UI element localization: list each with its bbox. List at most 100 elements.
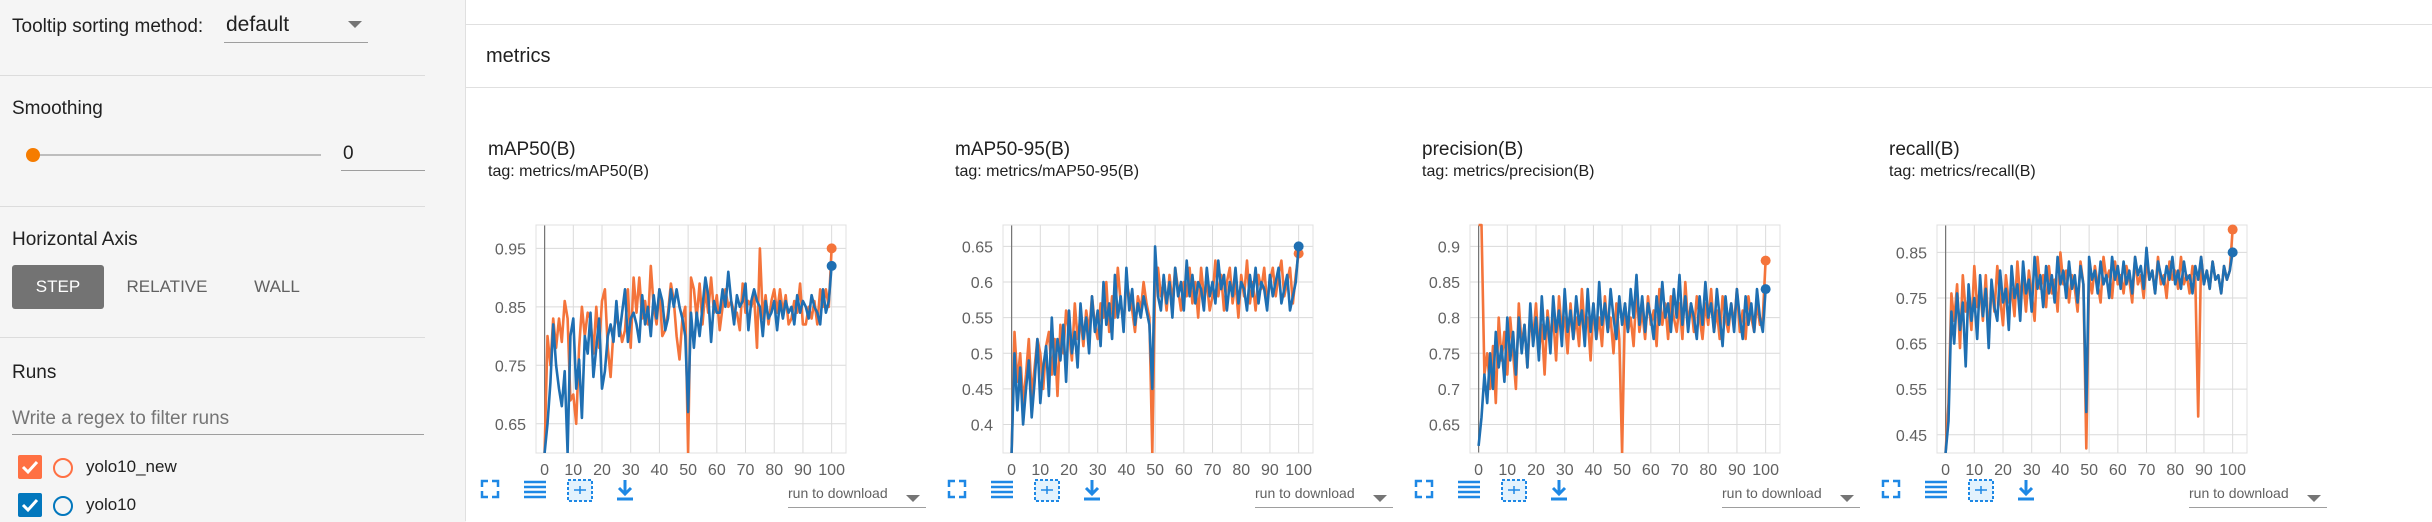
fullscreen-icon[interactable] [945, 477, 975, 507]
x-tick-label: 10 [1031, 462, 1049, 475]
download-icon[interactable] [1079, 477, 1109, 507]
fullscreen-icon[interactable] [478, 477, 508, 507]
x-tick-label: 100 [1285, 462, 1312, 475]
fit-domain-icon[interactable] [1967, 477, 1997, 507]
y-tick-label: 0.8 [1438, 311, 1460, 328]
axis-relative-button[interactable]: RELATIVE [126, 277, 208, 296]
run-row-yolo10-new[interactable]: yolo10_new [12, 452, 432, 482]
chart-plot[interactable]: 0.65 0.75 0.85 0.95 0 10 20 30 40 50 60 70 80 90 100 [466, 115, 926, 475]
x-tick-label: 100 [1752, 462, 1779, 475]
sidebar: Tooltip sorting method: default Smoothin… [0, 0, 466, 521]
runs-label: Runs [12, 362, 57, 383]
run-to-download-label: run to download [2189, 485, 2289, 501]
chart-title: mAP50(B) [488, 139, 576, 160]
series-endpoint-marker [1760, 255, 1771, 266]
run-name: yolo10_new [86, 457, 177, 476]
run-row-yolo10[interactable]: yolo10 [12, 490, 432, 520]
x-tick-label: 60 [2109, 462, 2127, 475]
x-tick-label: 80 [1232, 462, 1250, 475]
y-tick-label: 0.65 [495, 417, 526, 434]
y-tick-label: 0.9 [1438, 239, 1460, 256]
smoothing-section: Smoothing 0 [0, 76, 465, 206]
tooltip-sorting-select[interactable]: default [224, 10, 368, 43]
y-tick-label: 0.75 [1896, 291, 1927, 308]
chart-plot[interactable]: 0.45 0.55 0.65 0.75 0.85 0 10 20 30 40 50 60 70 80 90 1… [1867, 115, 2327, 475]
tooltip-sorting-section: Tooltip sorting method: default [0, 0, 465, 60]
x-tick-label: 100 [818, 462, 845, 475]
x-tick-label: 70 [737, 462, 755, 475]
runs-filter-input[interactable]: Write a regex to filter runs [12, 400, 424, 435]
chart-plot[interactable]: 0.65 0.7 0.75 0.8 0.85 0.9 0 10 20 30 40 50 60 70 80 90… [1400, 115, 1860, 475]
plot-frame [535, 224, 847, 454]
y-tick-label: 0.55 [962, 311, 993, 328]
checkbox-checked-icon[interactable] [18, 455, 42, 479]
data-table-icon[interactable] [1456, 477, 1486, 507]
fit-domain-icon[interactable] [1033, 477, 1063, 507]
x-tick-label: 0 [1007, 462, 1016, 475]
run-to-download-select[interactable]: run to download [2189, 481, 2327, 508]
download-icon[interactable] [1546, 477, 1576, 507]
run-to-download-select[interactable]: run to download [1722, 481, 1860, 508]
smoothing-value-input[interactable]: 0 [341, 136, 425, 171]
chart-tag: tag: metrics/mAP50(B) [488, 163, 649, 180]
x-tick-label: 90 [2195, 462, 2213, 475]
y-tick-label: 0.55 [1896, 382, 1927, 399]
x-tick-label: 40 [651, 462, 669, 475]
x-tick-label: 30 [2023, 462, 2041, 475]
fullscreen-icon[interactable] [1412, 477, 1442, 507]
download-icon[interactable] [2013, 477, 2043, 507]
x-tick-label: 70 [2138, 462, 2156, 475]
y-tick-label: 0.95 [495, 241, 526, 258]
data-table-icon[interactable] [1923, 477, 1953, 507]
chart-card: precision(B) tag: metrics/precision(B) 0.6… [1400, 115, 1860, 515]
x-tick-label: 0 [540, 462, 549, 475]
fit-domain-icon[interactable] [566, 477, 596, 507]
series-endpoint-marker [826, 243, 837, 254]
chart-title: recall(B) [1889, 139, 1960, 160]
smoothing-slider-track[interactable] [33, 154, 321, 156]
y-tick-label: 0.5 [971, 346, 993, 363]
x-tick-label: 70 [1204, 462, 1222, 475]
y-tick-label: 0.6 [971, 275, 993, 292]
series-endpoint-marker [1293, 241, 1304, 252]
axis-step-button[interactable]: STEP [12, 265, 104, 309]
run-to-download-label: run to download [1255, 485, 1355, 501]
x-tick-label: 80 [1699, 462, 1717, 475]
run-to-download-select[interactable]: run to download [1255, 481, 1393, 508]
x-tick-label: 90 [1728, 462, 1746, 475]
chart-plot[interactable]: 0.4 0.45 0.5 0.55 0.6 0.65 0 10 20 30 40 50 60 70 80 90… [933, 115, 1393, 475]
chart-tag: tag: metrics/mAP50-95(B) [955, 163, 1140, 180]
fit-domain-icon[interactable] [1500, 477, 1530, 507]
x-tick-label: 60 [1175, 462, 1193, 475]
x-tick-label: 50 [1146, 462, 1164, 475]
x-tick-label: 40 [2052, 462, 2070, 475]
chart-card: mAP50(B) tag: metrics/mAP50(B) 0.65 0.75 0.8… [466, 115, 926, 515]
series-line [543, 265, 833, 453]
run-to-download-select[interactable]: run to download [788, 481, 926, 508]
chart-title: precision(B) [1422, 139, 1524, 160]
previous-group-card [466, 0, 2432, 25]
fullscreen-icon[interactable] [1879, 477, 1909, 507]
smoothing-slider-handle[interactable] [26, 148, 40, 162]
axis-wall-button[interactable]: WALL [254, 277, 300, 296]
y-tick-label: 0.65 [1896, 337, 1927, 354]
data-table-icon[interactable] [989, 477, 1019, 507]
series-endpoint-marker [2227, 224, 2238, 235]
x-tick-label: 30 [1556, 462, 1574, 475]
checkbox-checked-icon[interactable] [18, 493, 42, 517]
download-icon[interactable] [612, 477, 642, 507]
x-tick-label: 20 [593, 462, 611, 475]
data-table-icon[interactable] [522, 477, 552, 507]
x-tick-label: 100 [2219, 462, 2246, 475]
x-tick-label: 50 [2080, 462, 2098, 475]
runs-filter-placeholder: Write a regex to filter runs [12, 408, 230, 429]
group-header[interactable]: metrics [466, 25, 2432, 88]
x-tick-label: 20 [1060, 462, 1078, 475]
chart-card: mAP50-95(B) tag: metrics/mAP50-95(B) 0.4 0.… [933, 115, 1393, 515]
run-color-circle-icon [53, 458, 73, 478]
series-line [1477, 273, 1767, 447]
y-tick-label: 0.75 [1429, 346, 1460, 363]
horizontal-axis-section: Horizontal Axis [0, 207, 465, 337]
chevron-down-icon [2307, 490, 2321, 506]
run-to-download-label: run to download [1722, 485, 1822, 501]
